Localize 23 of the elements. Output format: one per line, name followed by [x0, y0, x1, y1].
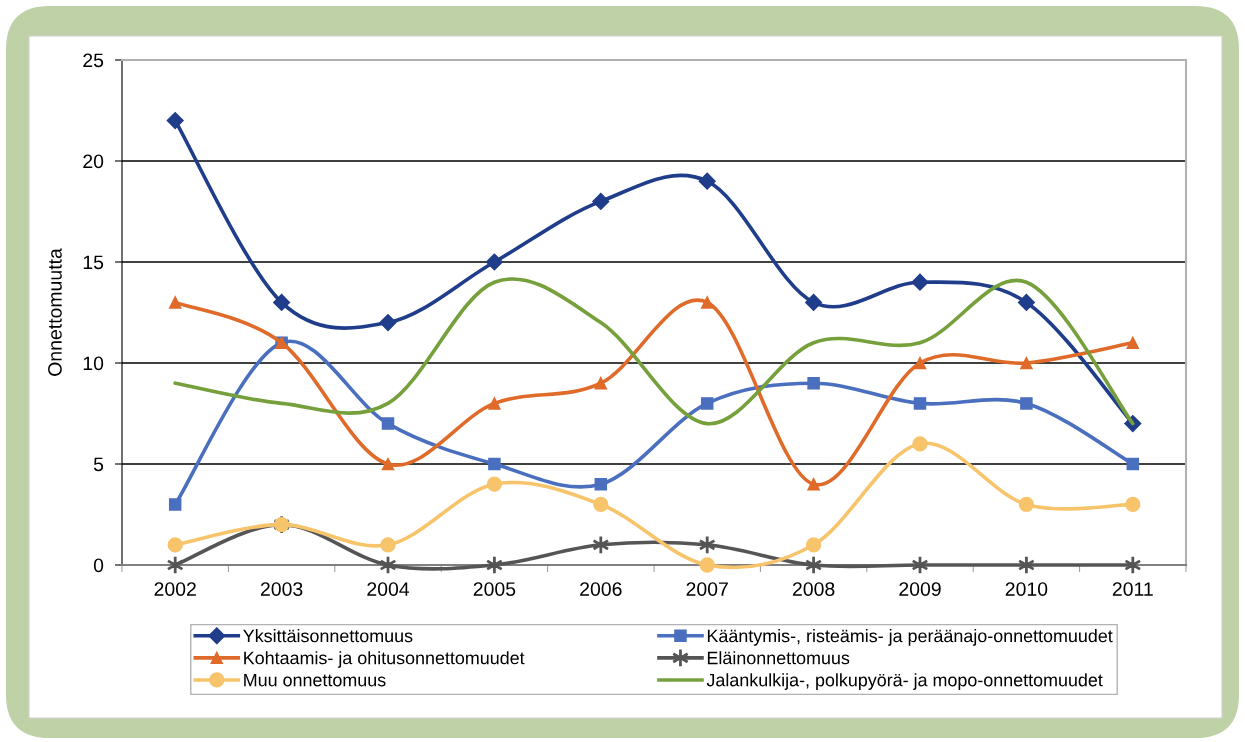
y-tick-label: 20 — [83, 154, 104, 169]
legend-label: Muu onnettomuus — [244, 673, 386, 687]
y-tick-label: 25 — [83, 53, 104, 68]
y-tick-label: 10 — [83, 356, 104, 371]
legend-label: Kääntymis-, risteämis- ja peräänajo-onnettomuudet — [707, 629, 1113, 646]
y-tick-label: 15 — [83, 255, 104, 270]
x-tick-label: 2011 — [1112, 582, 1153, 596]
y-axis-title: Onnettomuutta — [48, 248, 62, 376]
legend-label: Eläinonnettomuus — [707, 651, 850, 665]
legend-label: Kohtaamis- ja ohitusonnettomuudet — [244, 651, 525, 668]
x-tick-label: 2003 — [260, 582, 303, 596]
x-tick-label: 2007 — [686, 582, 728, 596]
x-tick-label: 2006 — [580, 582, 622, 596]
legend-label: Yksittäisonnettomuus — [243, 629, 413, 643]
y-tick-label: 5 — [93, 457, 104, 472]
x-tick-label: 2008 — [792, 582, 835, 596]
x-tick-label: 2002 — [154, 582, 196, 596]
legend-label: Jalankulkija-, polkupyörä- ja mopo-onnettomuudet — [706, 673, 1103, 690]
x-tick-label: 2009 — [899, 582, 941, 596]
y-tick-label: 0 — [93, 558, 104, 573]
x-tick-label: 2005 — [473, 582, 516, 596]
x-tick-label: 2004 — [367, 582, 410, 596]
x-tick-label: 2010 — [1005, 582, 1048, 596]
